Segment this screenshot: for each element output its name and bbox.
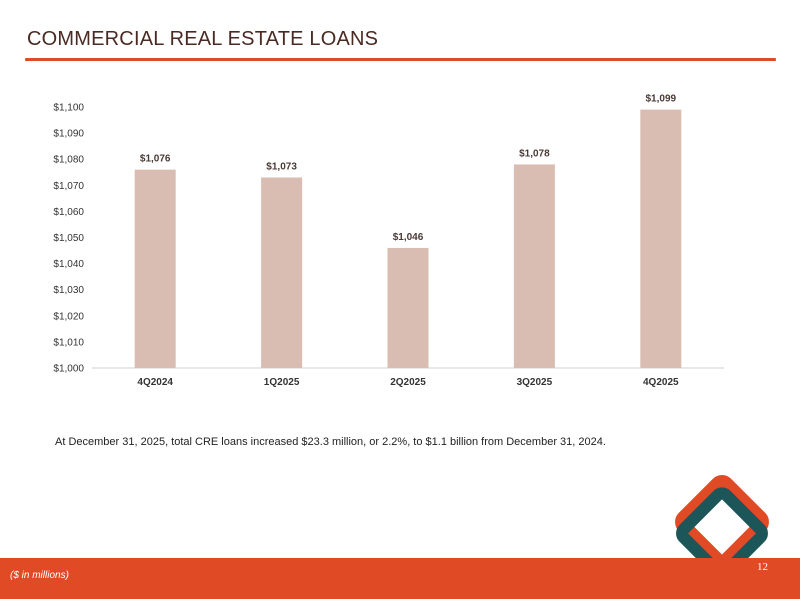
data-label: $1,099 bbox=[646, 94, 677, 105]
y-tick-label: $1,060 bbox=[53, 207, 84, 218]
bar bbox=[640, 109, 682, 369]
bar bbox=[261, 177, 303, 368]
data-label: $1,078 bbox=[519, 148, 550, 159]
bar bbox=[387, 247, 429, 368]
page-number: 12 bbox=[757, 561, 768, 573]
bar-chart: $1,000 $1,010 $1,020 $1,030 $1,040 $1,050 $1,0… bbox=[53, 94, 724, 388]
y-tick-label: $1,050 bbox=[53, 233, 84, 244]
data-label: $1,076 bbox=[140, 154, 171, 165]
y-tick-label: $1,080 bbox=[53, 155, 84, 166]
bar bbox=[134, 169, 176, 368]
units-note: ($ in millions) bbox=[10, 570, 69, 581]
x-tick-label: 4Q2025 bbox=[643, 377, 679, 388]
footer-bar: ($ in millions) 12 bbox=[0, 558, 800, 599]
company-logo bbox=[675, 475, 769, 580]
y-tick-label: $1,090 bbox=[53, 129, 84, 140]
chart-caption: At December 31, 2025, total CRE loans in… bbox=[55, 436, 606, 448]
title-divider bbox=[25, 58, 776, 61]
y-tick-label: $1,100 bbox=[53, 103, 84, 114]
x-tick-label: 2Q2025 bbox=[390, 377, 426, 388]
y-tick-label: $1,000 bbox=[53, 364, 84, 375]
y-tick-label: $1,070 bbox=[53, 181, 84, 192]
y-tick-label: $1,010 bbox=[53, 337, 84, 348]
y-tick-label: $1,030 bbox=[53, 285, 84, 296]
x-tick-label: 4Q2024 bbox=[137, 377, 173, 388]
y-tick-label: $1,040 bbox=[53, 259, 84, 270]
data-label: $1,046 bbox=[393, 232, 424, 243]
bar bbox=[513, 164, 555, 368]
page-title: COMMERCIAL REAL ESTATE LOANS bbox=[27, 28, 379, 50]
x-tick-label: 3Q2025 bbox=[517, 377, 553, 388]
data-label: $1,073 bbox=[266, 161, 297, 172]
y-tick-label: $1,020 bbox=[53, 311, 84, 322]
x-tick-label: 1Q2025 bbox=[264, 377, 300, 388]
